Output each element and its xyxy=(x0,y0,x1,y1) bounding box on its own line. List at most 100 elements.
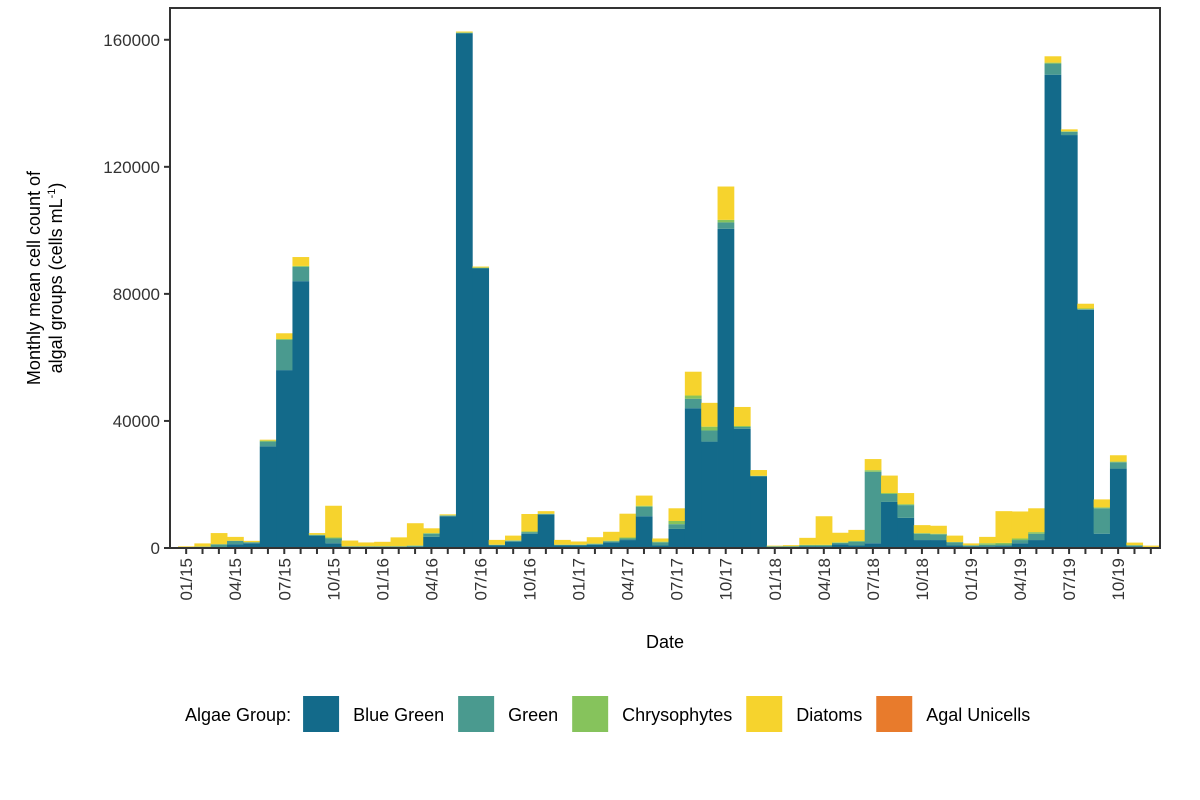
bar-diatoms-01-17 xyxy=(570,541,588,545)
bar-diatoms-08-15 xyxy=(292,257,310,266)
bar-green-09-18 xyxy=(897,505,915,518)
bar-diatoms-03-16 xyxy=(406,523,424,546)
bar-diatoms-05-16 xyxy=(439,514,457,516)
bar-diatoms-07-16 xyxy=(472,266,490,268)
bar-blue-green-08-15 xyxy=(292,281,310,548)
x-tick-label: 10/17 xyxy=(717,558,736,601)
bar-diatoms-12-19 xyxy=(1142,545,1160,547)
bar-green-11-17 xyxy=(733,426,751,429)
x-tick-label: 04/18 xyxy=(815,558,834,601)
bar-chrysophytes-10-17 xyxy=(717,219,735,223)
x-tick-label: 01/19 xyxy=(962,558,981,601)
x-tick-label: 07/16 xyxy=(471,558,490,601)
bar-diatoms-03-19 xyxy=(995,511,1013,543)
y-axis: 0 40000 80000 120000 160000 xyxy=(103,31,170,558)
bar-diatoms-04-18 xyxy=(815,516,833,545)
bar-green-08-18 xyxy=(881,494,898,502)
bar-diatoms-05-19 xyxy=(1028,508,1045,533)
bar-diatoms-08-17 xyxy=(684,371,702,396)
bar-blue-green-09-15 xyxy=(308,535,326,548)
x-tick-label: 01/17 xyxy=(570,558,589,601)
bar-green-08-15 xyxy=(292,266,310,282)
bar-diatoms-10-15 xyxy=(325,505,342,538)
bar-green-12-16 xyxy=(554,544,571,546)
bar-green-05-19 xyxy=(1028,533,1045,541)
bar-diatoms-08-18 xyxy=(881,475,898,494)
bar-diatoms-11-15 xyxy=(341,540,359,547)
x-tick-label: 10/16 xyxy=(521,558,540,601)
bar-green-09-17 xyxy=(701,430,718,442)
x-tick-label: 01/15 xyxy=(177,558,196,601)
bar-diatoms-01-16 xyxy=(374,541,391,547)
x-tick-label: 07/19 xyxy=(1060,558,1079,601)
x-tick-label: 10/15 xyxy=(324,558,343,601)
bar-green-01-18 xyxy=(766,546,784,548)
bar-diatoms-04-16 xyxy=(423,528,440,534)
x-tick-label: 04/19 xyxy=(1011,558,1030,601)
bar-blue-green-09-17 xyxy=(701,441,718,548)
bar-blue-green-04-17 xyxy=(619,540,637,548)
legend-key-diatoms xyxy=(746,696,783,732)
bar-green-12-18 xyxy=(946,542,964,546)
bar-chrysophytes-03-19 xyxy=(995,542,1013,545)
bar-blue-green-04-15 xyxy=(227,544,244,548)
plot-panel xyxy=(170,8,1160,548)
bar-green-08-19 xyxy=(1077,309,1094,310)
bar-blue-green-10-18 xyxy=(913,540,931,548)
bar-blue-green-08-16 xyxy=(488,545,506,548)
bar-chrysophytes-06-18 xyxy=(848,541,866,542)
bar-blue-green-06-16 xyxy=(455,33,473,549)
bar-blue-green-07-19 xyxy=(1060,135,1078,548)
x-tick-label: 07/17 xyxy=(668,558,687,601)
bar-green-03-19 xyxy=(995,544,1013,547)
x-tick-label: 10/18 xyxy=(913,558,932,601)
bar-diatoms-07-17 xyxy=(668,508,686,521)
bar-blue-green-08-18 xyxy=(881,501,898,548)
bar-blue-green-12-18 xyxy=(946,545,964,548)
x-tick-label: 01/18 xyxy=(766,558,785,601)
bar-diatoms-12-17 xyxy=(750,470,767,476)
bar-diatoms-07-18 xyxy=(864,459,882,471)
bar-blue-green-02-17 xyxy=(586,544,604,548)
bar-blue-green-09-19 xyxy=(1093,533,1111,548)
bar-diatoms-07-19 xyxy=(1060,129,1078,132)
y-tick-label: 80000 xyxy=(113,285,160,304)
bar-diatoms-05-17 xyxy=(635,495,653,506)
x-tick-label: 01/16 xyxy=(373,558,392,601)
y-axis-title: Monthly mean cell count of algal groups … xyxy=(24,170,66,385)
x-tick-label: 04/16 xyxy=(422,558,441,601)
bar-chrysophytes-06-17 xyxy=(652,541,669,543)
y-tick-label: 40000 xyxy=(113,412,160,431)
y-axis-title-sup: -1 xyxy=(46,189,58,199)
bar-green-12-17 xyxy=(750,475,767,477)
legend-label-agal-unicells: Agal Unicells xyxy=(926,705,1030,725)
bar-green-04-19 xyxy=(1011,540,1029,544)
bar-chrysophytes-08-19 xyxy=(1077,308,1094,310)
bar-chrysophytes-10-16 xyxy=(521,531,539,533)
bar-blue-green-05-17 xyxy=(635,516,653,548)
bar-green-03-18 xyxy=(799,545,817,547)
bar-chrysophytes-04-17 xyxy=(619,537,637,539)
bar-diatoms-06-17 xyxy=(652,538,669,542)
bar-green-01-16 xyxy=(374,546,391,548)
bar-blue-green-10-19 xyxy=(1109,468,1127,548)
bar-green-10-16 xyxy=(521,532,539,534)
bar-green-03-16 xyxy=(406,545,424,547)
bar-diatoms-03-15 xyxy=(210,533,228,545)
bar-diatoms-12-16 xyxy=(554,539,571,545)
bar-green-06-15 xyxy=(259,441,277,447)
bar-chrysophytes-03-18 xyxy=(799,544,817,546)
bar-green-04-17 xyxy=(619,538,637,541)
legend-key-blue-green xyxy=(303,696,340,732)
plot-border xyxy=(169,7,1161,549)
bar-green-09-19 xyxy=(1093,508,1111,534)
bar-blue-green-05-19 xyxy=(1028,540,1045,548)
bar-chrysophytes-06-15 xyxy=(259,440,277,442)
bar-blue-green-05-18 xyxy=(832,544,849,548)
bar-diatoms-04-19 xyxy=(1011,511,1029,539)
bar-green-04-18 xyxy=(815,545,833,547)
bar-green-10-17 xyxy=(717,222,735,229)
bar-chrysophytes-08-15 xyxy=(292,265,310,267)
y-axis-title-main: algal groups (cells mL xyxy=(46,198,66,373)
